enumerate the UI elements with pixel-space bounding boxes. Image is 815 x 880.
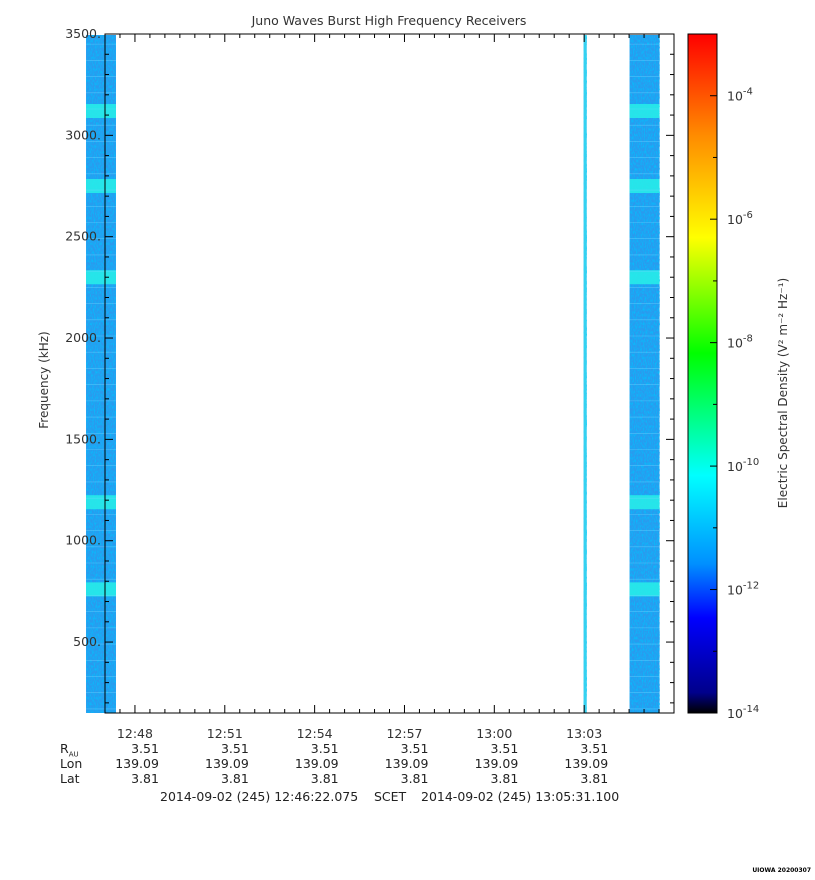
ephem-lon-value: 139.09 bbox=[474, 756, 519, 771]
ephem-rau-value: 3.51 bbox=[490, 741, 519, 756]
y-tick-label: 2000. bbox=[65, 330, 101, 345]
bright-band bbox=[629, 104, 660, 119]
bright-band bbox=[629, 179, 660, 194]
signature-stamp: UIOWA 20200307 bbox=[752, 867, 811, 874]
ephem-lat-value: 3.81 bbox=[131, 771, 159, 786]
bright-band bbox=[629, 582, 660, 597]
ephem-lat-value: 3.81 bbox=[220, 771, 249, 786]
ephem-lat-value: 3.81 bbox=[310, 771, 339, 786]
colorbar-tick-label: 10-6 bbox=[727, 210, 753, 227]
ephem-rau-value: 3.51 bbox=[131, 741, 159, 756]
x-tick-label: 13:03 bbox=[566, 726, 602, 741]
y-tick-label: 2500. bbox=[65, 229, 101, 244]
segment-noise bbox=[86, 35, 116, 713]
y-axis-label: Frequency (kHz) bbox=[37, 331, 51, 428]
ephem-rau-value: 3.51 bbox=[580, 741, 609, 756]
y-tick-label: 3000. bbox=[65, 127, 101, 142]
x-tick-label: 12:54 bbox=[297, 726, 333, 741]
bright-band bbox=[86, 270, 116, 285]
data-segment bbox=[629, 35, 660, 713]
x-tick-label: 13:00 bbox=[476, 726, 512, 741]
footer-end-time: 2014-09-02 (245) 13:05:31.100 bbox=[421, 789, 620, 804]
data-segment bbox=[86, 35, 116, 713]
ephem-label-rau: RAU bbox=[60, 741, 79, 759]
ephem-lon-value: 139.09 bbox=[115, 756, 159, 771]
colorbar-tick-label: 10-4 bbox=[727, 87, 753, 104]
bright-band bbox=[629, 495, 660, 510]
x-axis: 12:48 12:51 12:54 12:57 13:00 13:03 bbox=[104, 34, 675, 741]
bright-band bbox=[86, 104, 116, 119]
segment-noise bbox=[629, 35, 660, 713]
ephem-rau-value: 3.51 bbox=[310, 741, 339, 756]
y-tick-label: 1000. bbox=[65, 533, 101, 548]
x-tick-label: 12:51 bbox=[207, 726, 243, 741]
spectrogram-data bbox=[86, 35, 660, 713]
y-axis: 500. 1000. 1500. 2000. 2500. 3000. 3500. bbox=[65, 26, 674, 704]
data-segment bbox=[583, 35, 587, 713]
bright-band bbox=[86, 582, 116, 597]
ephem-rau-value: 3.51 bbox=[400, 741, 429, 756]
colorbar-tick-label: 10-8 bbox=[727, 334, 753, 351]
ephem-lon-value: 139.09 bbox=[564, 756, 609, 771]
segment-highlight bbox=[583, 35, 587, 713]
ephem-lat-value: 3.81 bbox=[490, 771, 519, 786]
ephem-lon-value: 139.09 bbox=[384, 756, 429, 771]
chart-title: Juno Waves Burst High Frequency Receiver… bbox=[251, 13, 527, 28]
bright-band bbox=[629, 270, 660, 285]
y-tick-label: 3500. bbox=[65, 26, 101, 41]
bright-band bbox=[86, 179, 116, 194]
x-tick-label: 12:48 bbox=[117, 726, 153, 741]
footer-start-time: 2014-09-02 (245) 12:46:22.075 bbox=[160, 789, 359, 804]
ephem-rau-value: 3.51 bbox=[220, 741, 249, 756]
colorbar-tick-label: 10-14 bbox=[727, 704, 759, 721]
ephem-label-lon: Lon bbox=[60, 756, 83, 771]
ephem-label-r: R bbox=[60, 741, 69, 756]
y-tick-label: 500. bbox=[73, 634, 101, 649]
ephem-label-au: AU bbox=[68, 750, 79, 759]
colorbar-tick-label: 10-12 bbox=[727, 581, 759, 598]
plot-frame bbox=[104, 33, 675, 714]
ephem-label-lat: Lat bbox=[60, 771, 80, 786]
x-tick-label: 12:57 bbox=[386, 726, 422, 741]
ephem-lon-value: 139.09 bbox=[205, 756, 249, 771]
ephem-lat-value: 3.81 bbox=[580, 771, 609, 786]
ephem-lon-value: 139.09 bbox=[294, 756, 339, 771]
y-tick-label: 1500. bbox=[65, 431, 101, 446]
colorbar bbox=[687, 33, 718, 714]
colorbar-label: Electric Spectral Density (V² m⁻² Hz⁻¹) bbox=[776, 278, 790, 508]
ephem-lat-value: 3.81 bbox=[400, 771, 429, 786]
footer-scet: SCET bbox=[374, 789, 407, 804]
bright-band bbox=[86, 495, 116, 510]
colorbar-tick-label: 10-10 bbox=[727, 457, 759, 474]
